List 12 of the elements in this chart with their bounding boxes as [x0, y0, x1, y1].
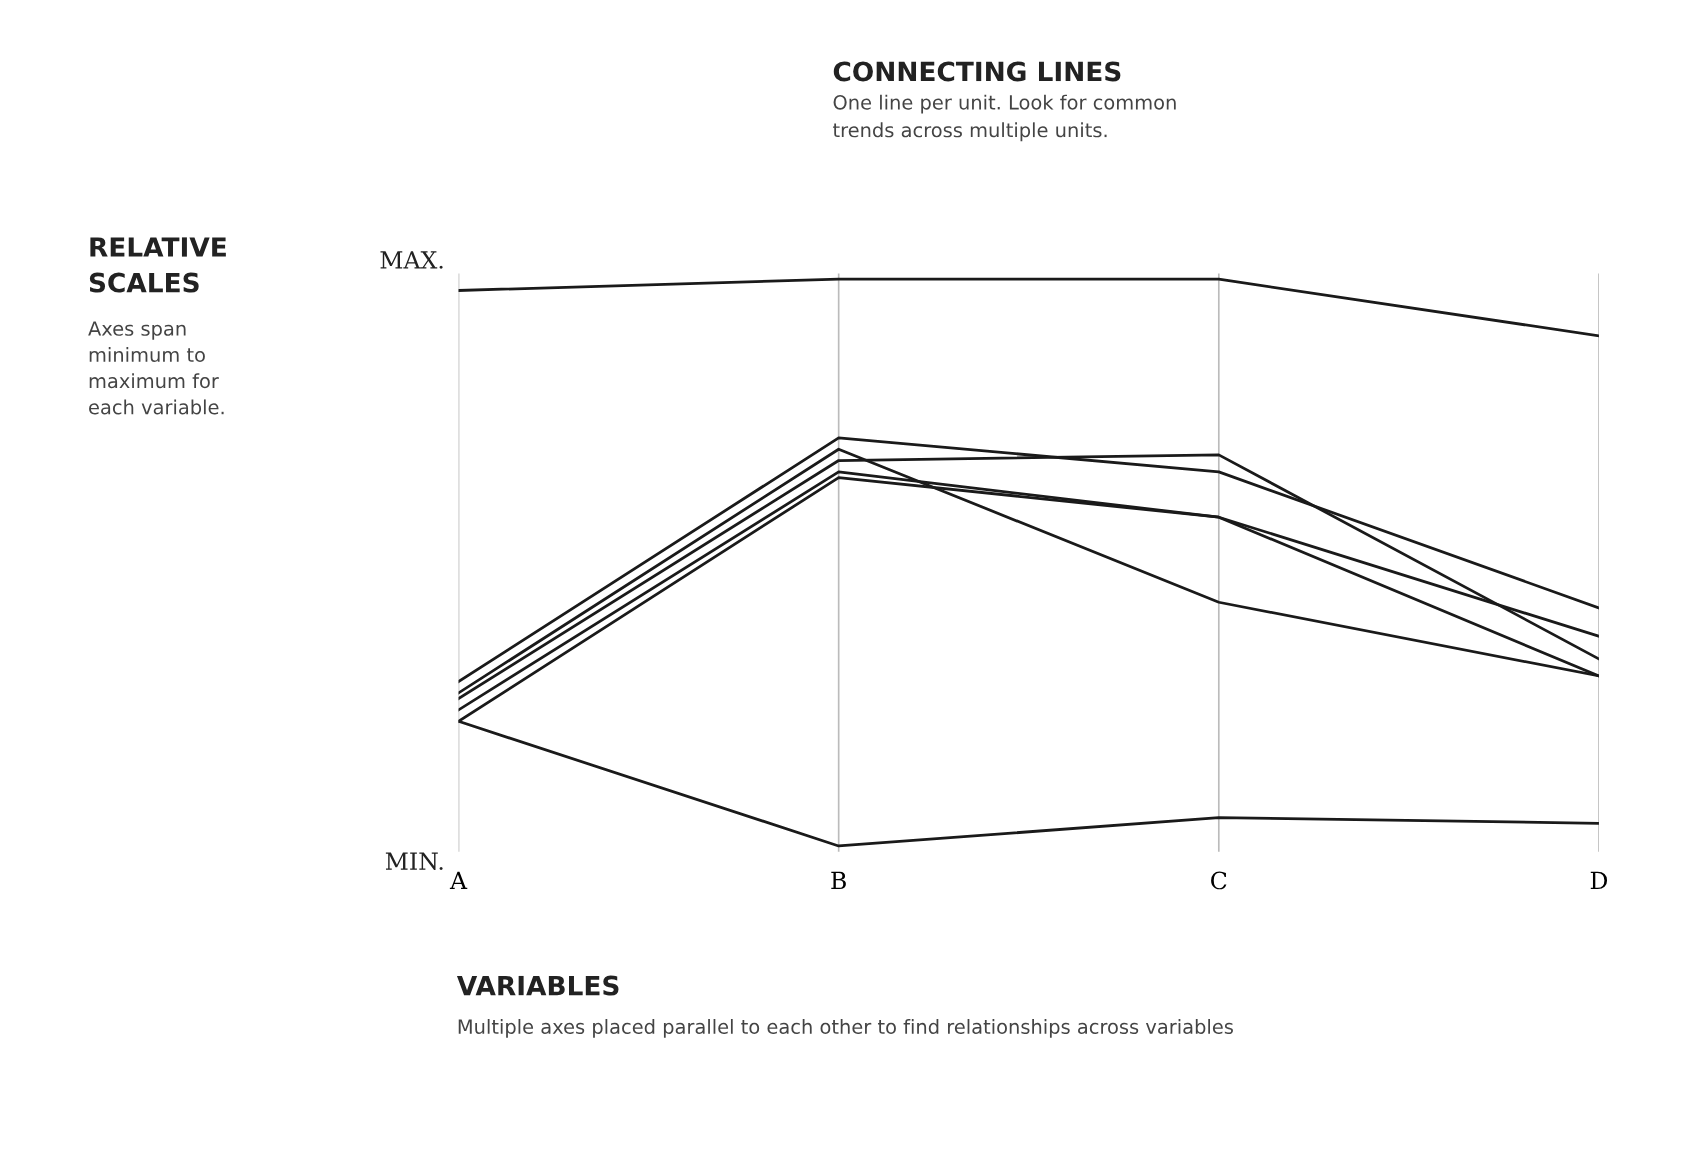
text: Axes span minimum to maximum for each variable. [88, 321, 224, 415]
text: VARIABLES [456, 975, 619, 996]
chart-title: CONNECTING LINES [833, 61, 1121, 82]
text: RELATIVE SCALES [89, 237, 226, 293]
text: Multiple axes placed parallel to each other to find relationships across variables [458, 1018, 1233, 1038]
text: MIN. [385, 852, 443, 871]
x-tick-label: D [1590, 871, 1608, 890]
x-tick-label: A [449, 871, 468, 890]
text: MAX. [380, 251, 443, 269]
x-tick-label: B [831, 871, 846, 890]
chart-subtitle: One line per unit. Look for common trends across multiple units. [832, 94, 1176, 142]
x-tick-label: C [1211, 871, 1227, 890]
